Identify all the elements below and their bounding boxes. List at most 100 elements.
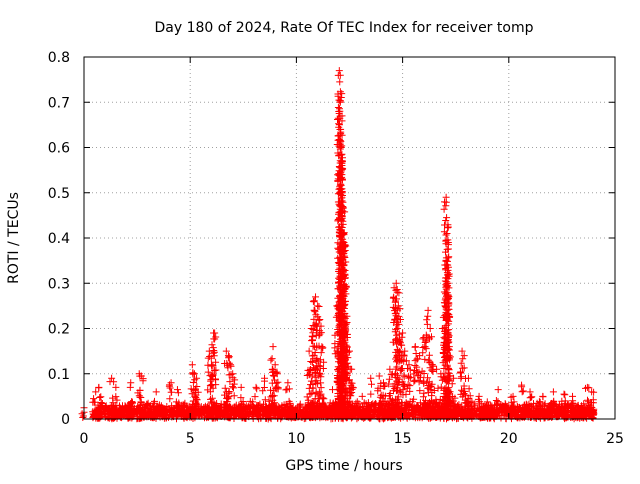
spike-fill-points: [448, 380, 459, 410]
spike-fill-points: [507, 393, 518, 410]
data-point: [393, 288, 401, 296]
data-point: [92, 388, 100, 396]
spike-fill-points: [272, 378, 283, 422]
data-point: [173, 386, 181, 394]
spike-fill-points: [399, 351, 410, 419]
data-point: [444, 302, 452, 310]
data-point: [193, 374, 201, 382]
data-point: [312, 293, 320, 301]
spike-fill-points: [259, 377, 270, 422]
data-point: [458, 347, 466, 355]
axis-ticks: [83, 56, 616, 420]
data-point: [560, 390, 568, 398]
spike-fill-points: [90, 398, 100, 421]
spike-fill-points: [346, 379, 357, 422]
data-point: [252, 383, 260, 391]
data-point: [188, 361, 196, 369]
data-point: [211, 329, 219, 337]
y-tick-label: 0.8: [48, 50, 70, 66]
data-point: [342, 320, 350, 328]
data-point: [367, 374, 375, 382]
data-point: [346, 347, 353, 355]
x-tick-label: 10: [287, 431, 305, 447]
x-tick-labels: 0 5 10 15 20 25: [80, 431, 624, 447]
data-point: [267, 356, 275, 364]
x-axis-label: GPS time / hours: [285, 458, 402, 474]
data-point: [444, 279, 452, 287]
data-point: [336, 98, 344, 106]
spike-fill-points: [492, 397, 502, 420]
spike-fill-points: [582, 384, 593, 409]
spike-fill-points: [366, 380, 377, 421]
spike-fill-points: [237, 394, 247, 418]
data-points: [78, 67, 598, 423]
data-point: [337, 144, 345, 151]
data-point: [426, 325, 434, 332]
data-point: [343, 334, 351, 342]
x-tick-label: 15: [394, 431, 412, 447]
data-point: [526, 388, 534, 396]
y-tick-label: 0.2: [48, 322, 70, 338]
spike-fill-points: [463, 385, 474, 418]
spike-fill-points: [316, 344, 328, 414]
spike-fill-points: [112, 393, 121, 421]
data-point: [338, 171, 346, 179]
data-point: [271, 361, 279, 369]
spike-fill-points: [78, 410, 87, 420]
data-point: [237, 383, 245, 391]
data-point: [90, 395, 98, 403]
data-point: [335, 67, 343, 75]
data-point: [152, 388, 160, 396]
data-point: [358, 392, 366, 400]
spike-fill-points: [357, 399, 368, 421]
data-point: [443, 229, 451, 237]
data-point: [464, 374, 472, 382]
x-tick-label: 0: [80, 431, 89, 447]
data-point: [460, 352, 468, 360]
data-point: [222, 347, 230, 355]
spike-fill-points: [537, 393, 548, 416]
data-point: [443, 214, 451, 222]
data-point: [443, 245, 451, 253]
data-point: [273, 370, 281, 378]
data-point: [549, 388, 557, 396]
data-point: [305, 347, 313, 355]
spike-fill-points: [191, 383, 202, 422]
data-point: [399, 329, 407, 337]
spike-fill-points: [403, 365, 414, 406]
spike-fill-points: [589, 388, 598, 422]
x-tick-label: 20: [500, 431, 518, 447]
chart-title: Day 180 of 2024, Rate Of TEC Index for r…: [155, 20, 534, 36]
spike-fill-points: [410, 343, 421, 412]
data-point: [396, 315, 404, 323]
data-point: [433, 365, 441, 373]
spike-fill-points: [125, 383, 136, 421]
grid-lines: [84, 57, 615, 419]
spike-fill-points: [251, 385, 261, 415]
spike-fill-points: [474, 395, 484, 420]
y-axis-label: ROTI / TECUs: [6, 192, 22, 284]
data-point: [392, 279, 400, 287]
spike-fill-points: [79, 414, 87, 421]
data-point: [401, 347, 409, 355]
data-point: [269, 343, 277, 351]
data-point: [314, 302, 322, 310]
spike-fill-points: [106, 378, 118, 417]
spike-fill-points: [567, 397, 577, 415]
data-point: [190, 370, 198, 378]
data-point: [509, 392, 517, 400]
data-point: [336, 78, 344, 86]
data-point: [405, 361, 413, 369]
y-tick-label: 0.4: [48, 231, 70, 247]
data-point: [450, 374, 458, 382]
spike-fill-points: [414, 355, 425, 415]
x-tick-label: 25: [606, 431, 624, 447]
spike-fill-points: [151, 397, 162, 418]
x-tick-label: 5: [186, 431, 195, 447]
data-point: [340, 252, 348, 260]
data-point: [284, 379, 292, 387]
data-point: [316, 315, 324, 323]
spike-fill-points: [525, 393, 536, 418]
